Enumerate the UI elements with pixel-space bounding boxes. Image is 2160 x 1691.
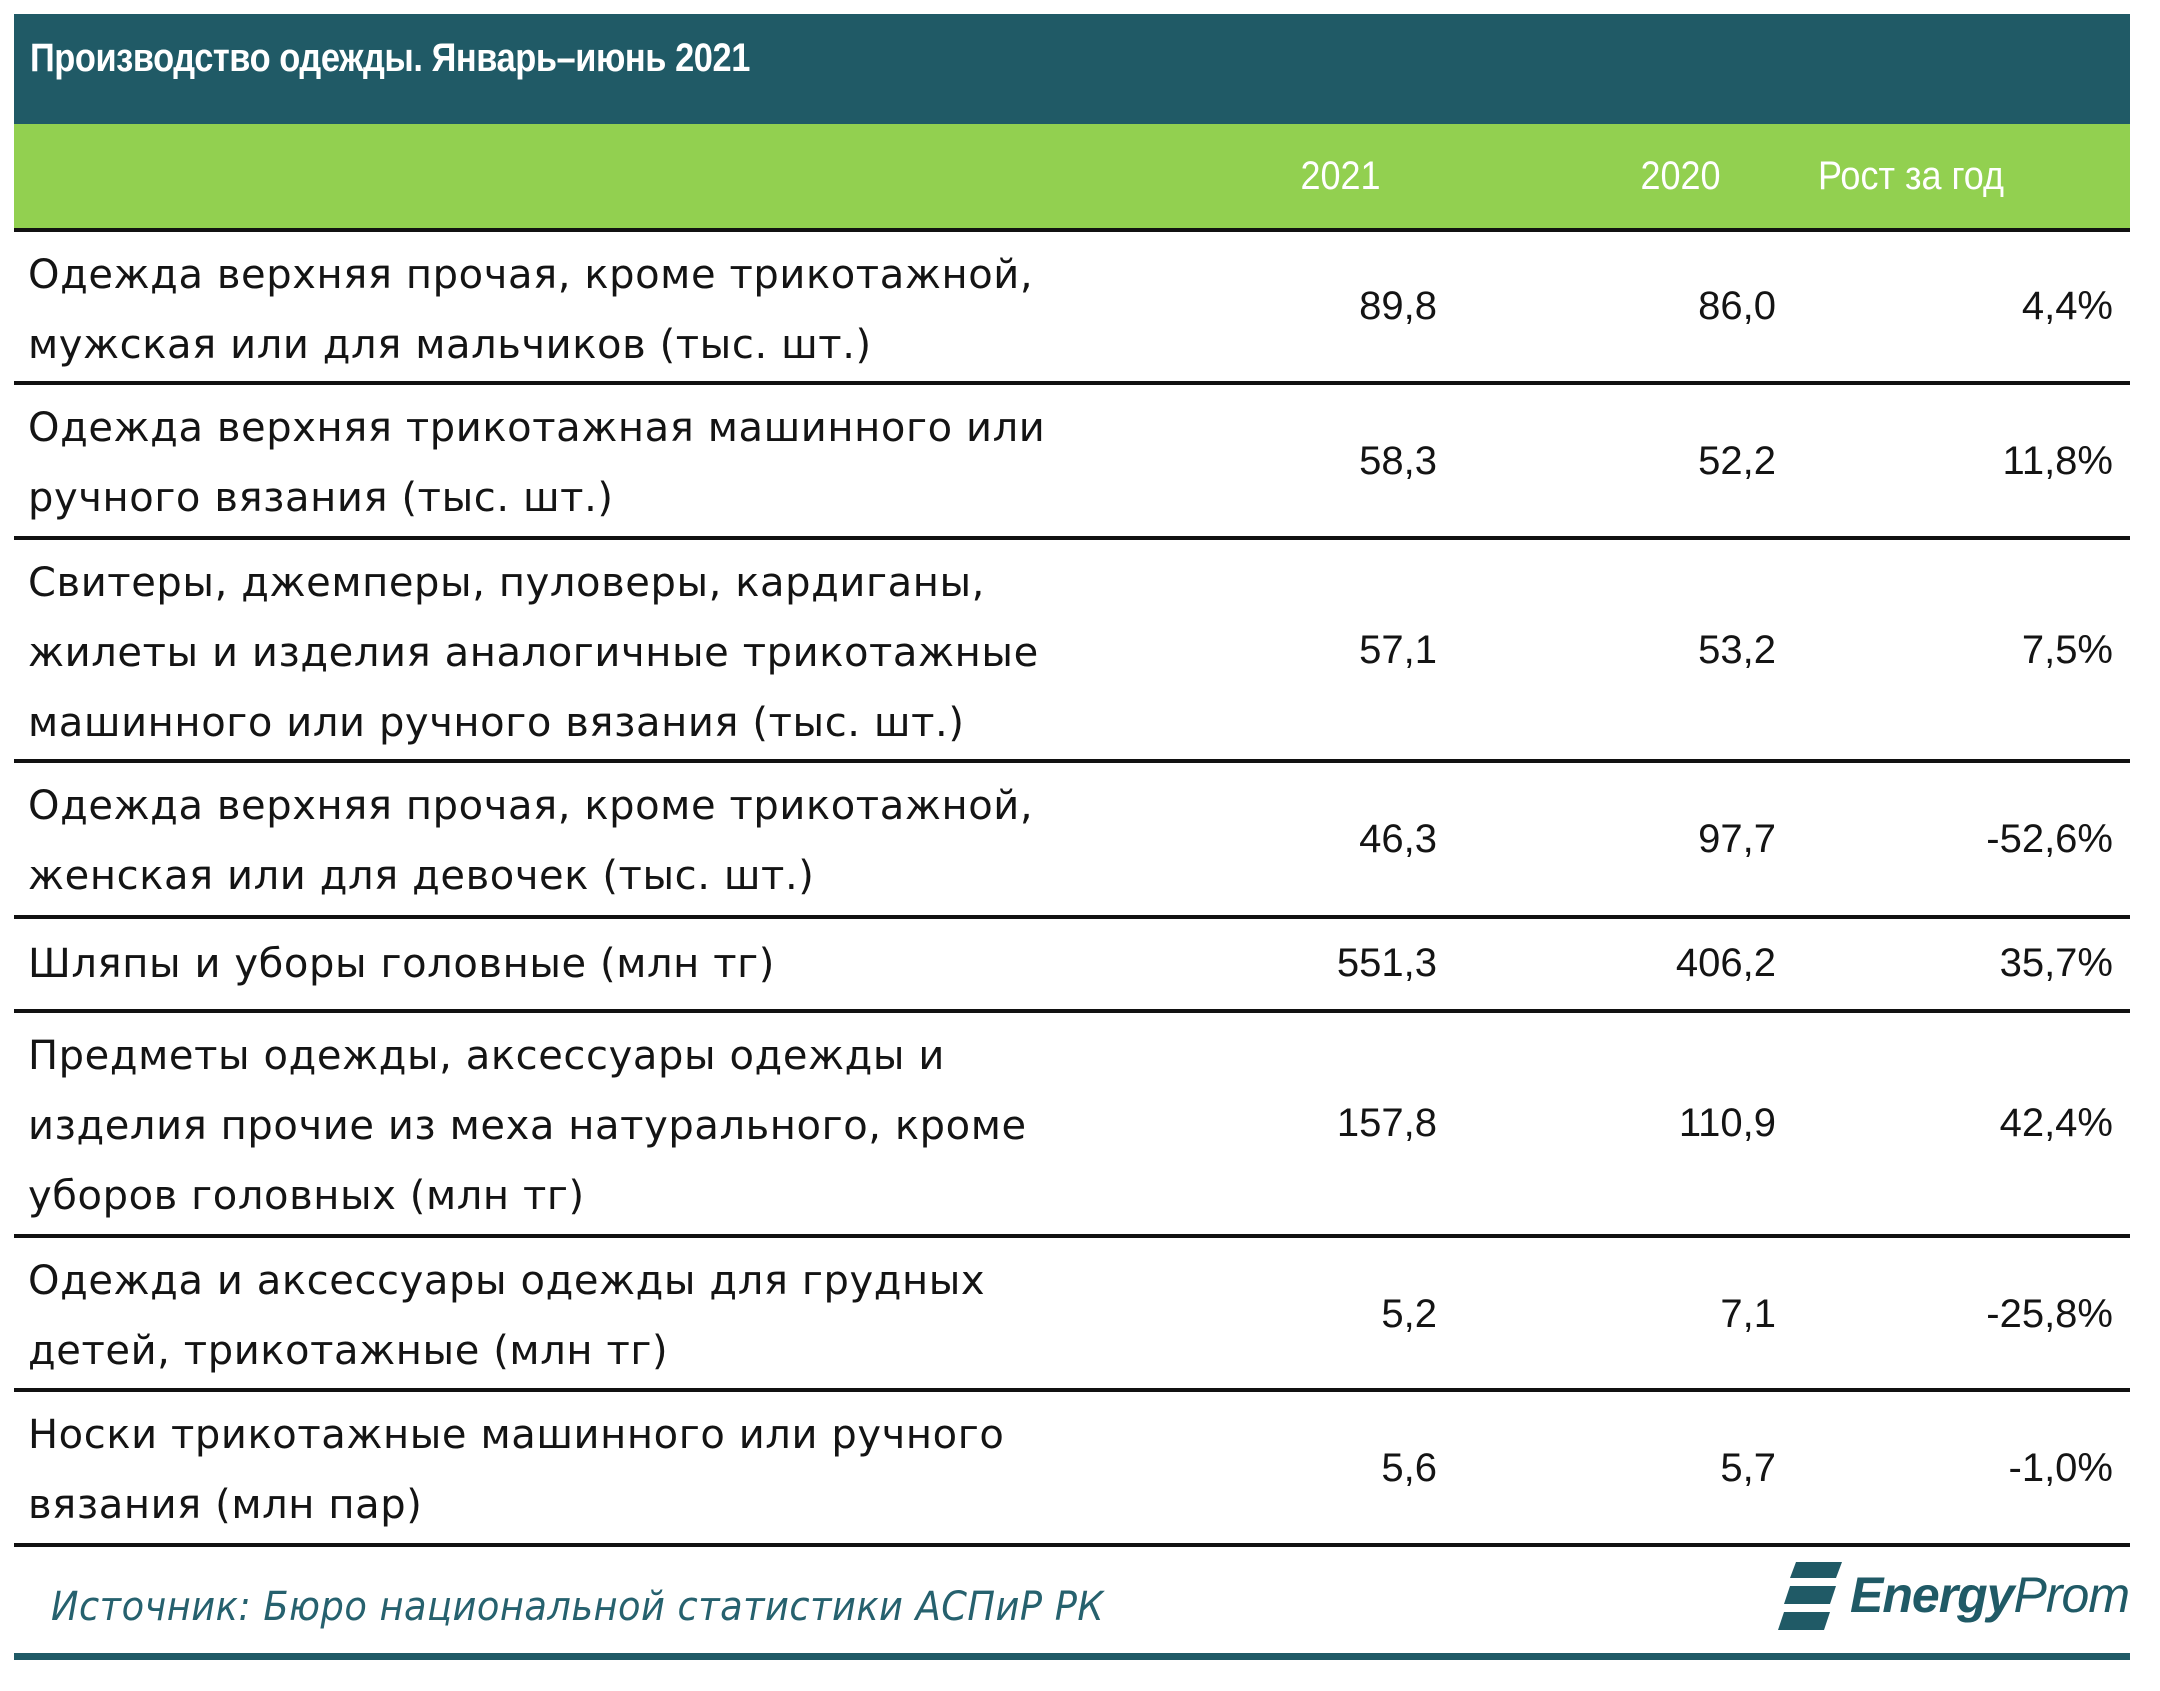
value-2020: 406,2 xyxy=(1675,941,1776,985)
table-row: Одежда верхняя прочая, кроме трикотажной… xyxy=(14,763,2130,919)
footer-divider xyxy=(14,1653,2130,1660)
table-row: Одежда и аксессуары одежды для грудных д… xyxy=(14,1238,2130,1392)
value-2020: 97,7 xyxy=(1698,817,1776,861)
value-growth: 42,4% xyxy=(1999,1101,2113,1145)
table-row: Шляпы и уборы головные (млн тг) 551,3 40… xyxy=(14,919,2130,1013)
value-2021: 5,2 xyxy=(1381,1292,1437,1336)
row-label: Одежда верхняя прочая, кроме трикотажной… xyxy=(28,252,1034,368)
value-growth: -1,0% xyxy=(2008,1446,2114,1490)
value-2020: 86,0 xyxy=(1698,284,1776,328)
column-header-row: 2021 2020 Рост за год xyxy=(14,124,2130,232)
table-body: Одежда верхняя прочая, кроме трикотажной… xyxy=(14,232,2130,1547)
row-label: Свитеры, джемперы, пуловеры, кардиганы, … xyxy=(28,560,1039,746)
value-2020: 53,2 xyxy=(1698,628,1776,672)
value-2020: 110,9 xyxy=(1678,1101,1776,1145)
column-header-growth: Рост за год xyxy=(1818,154,2005,198)
value-2021: 551,3 xyxy=(1336,941,1437,985)
value-2020: 7,1 xyxy=(1720,1292,1776,1336)
table-row: Одежда верхняя прочая, кроме трикотажной… xyxy=(14,232,2130,385)
title-bar: Производство одежды. Январь–июнь 2021 xyxy=(14,14,2130,124)
value-2020: 52,2 xyxy=(1698,439,1776,483)
row-label: Шляпы и уборы головные (млн тг) xyxy=(28,941,775,987)
value-growth: 4,4% xyxy=(2021,284,2113,328)
table-row: Носки трикотажные машинного или ручного … xyxy=(14,1392,2130,1547)
value-2021: 157,8 xyxy=(1336,1101,1437,1145)
table-title: Производство одежды. Январь–июнь 2021 xyxy=(30,36,750,80)
row-label: Одежда верхняя трикотажная машинного или… xyxy=(28,405,1046,521)
table-row: Одежда верхняя трикотажная машинного или… xyxy=(14,385,2130,540)
value-growth: 35,7% xyxy=(1999,941,2113,985)
value-growth: -25,8% xyxy=(1986,1292,2113,1336)
value-2021: 58,3 xyxy=(1359,439,1437,483)
value-2021: 89,8 xyxy=(1359,284,1437,328)
logo-word-energy: Energy xyxy=(1850,1567,2015,1623)
logo-wordmark: EnergyProm xyxy=(1850,1566,2130,1624)
row-label: Одежда верхняя прочая, кроме трикотажной… xyxy=(28,783,1034,899)
source-note: Источник: Бюро национальной статистики А… xyxy=(51,1584,1104,1630)
value-growth: 7,5% xyxy=(2021,628,2113,672)
value-growth: -52,6% xyxy=(1986,817,2113,861)
row-label: Носки трикотажные машинного или ручного … xyxy=(28,1412,1005,1528)
logo-word-prom: Prom xyxy=(2013,1567,2130,1623)
energyprom-logo: EnergyProm xyxy=(1778,1560,2130,1632)
row-label: Одежда и аксессуары одежды для грудных д… xyxy=(28,1258,986,1374)
value-growth: 11,8% xyxy=(2002,439,2113,483)
value-2021: 5,6 xyxy=(1381,1446,1437,1490)
table-row: Свитеры, джемперы, пуловеры, кардиганы, … xyxy=(14,540,2130,763)
energyprom-logo-icon xyxy=(1778,1562,1842,1630)
value-2021: 46,3 xyxy=(1359,817,1437,861)
value-2020: 5,7 xyxy=(1720,1446,1776,1490)
column-header-2020: 2020 xyxy=(1640,154,1721,198)
row-label: Предметы одежды, аксессуары одежды и изд… xyxy=(28,1033,1027,1219)
table-row: Предметы одежды, аксессуары одежды и изд… xyxy=(14,1013,2130,1238)
column-header-2021: 2021 xyxy=(1300,154,1381,198)
value-2021: 57,1 xyxy=(1359,628,1437,672)
